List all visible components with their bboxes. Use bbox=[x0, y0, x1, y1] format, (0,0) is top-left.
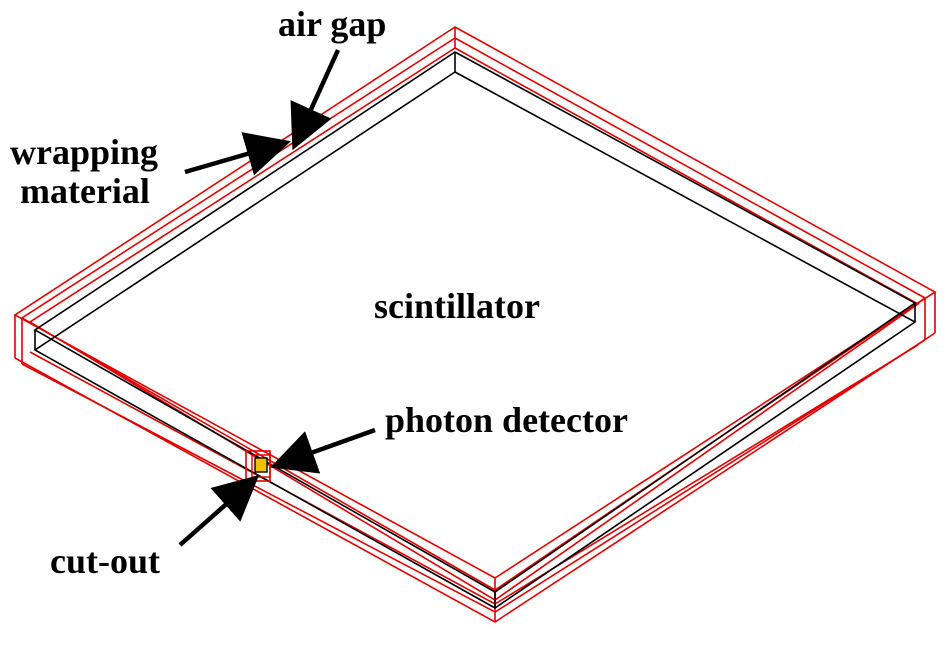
photon-detector-label: photon detector bbox=[385, 400, 628, 440]
photon-detector bbox=[254, 457, 268, 473]
wrapping-label-line1: wrapping bbox=[10, 132, 158, 172]
cut-out-inner bbox=[251, 454, 271, 478]
wrapping-material-arrow bbox=[184, 132, 291, 176]
wrapping-label-line2: material bbox=[20, 171, 150, 211]
photon-detector-arrow bbox=[270, 427, 376, 474]
air-gap-arrow bbox=[290, 49, 341, 151]
air-gap-label: air gap bbox=[278, 4, 386, 44]
cut-out-arrow bbox=[178, 475, 260, 547]
scintillator-block bbox=[33, 51, 917, 609]
scintillator-label: scintillator bbox=[374, 286, 540, 326]
annotation-arrows bbox=[178, 49, 376, 547]
cut-out-label: cut-out bbox=[50, 541, 160, 581]
photon-detector-assembly bbox=[245, 450, 271, 482]
